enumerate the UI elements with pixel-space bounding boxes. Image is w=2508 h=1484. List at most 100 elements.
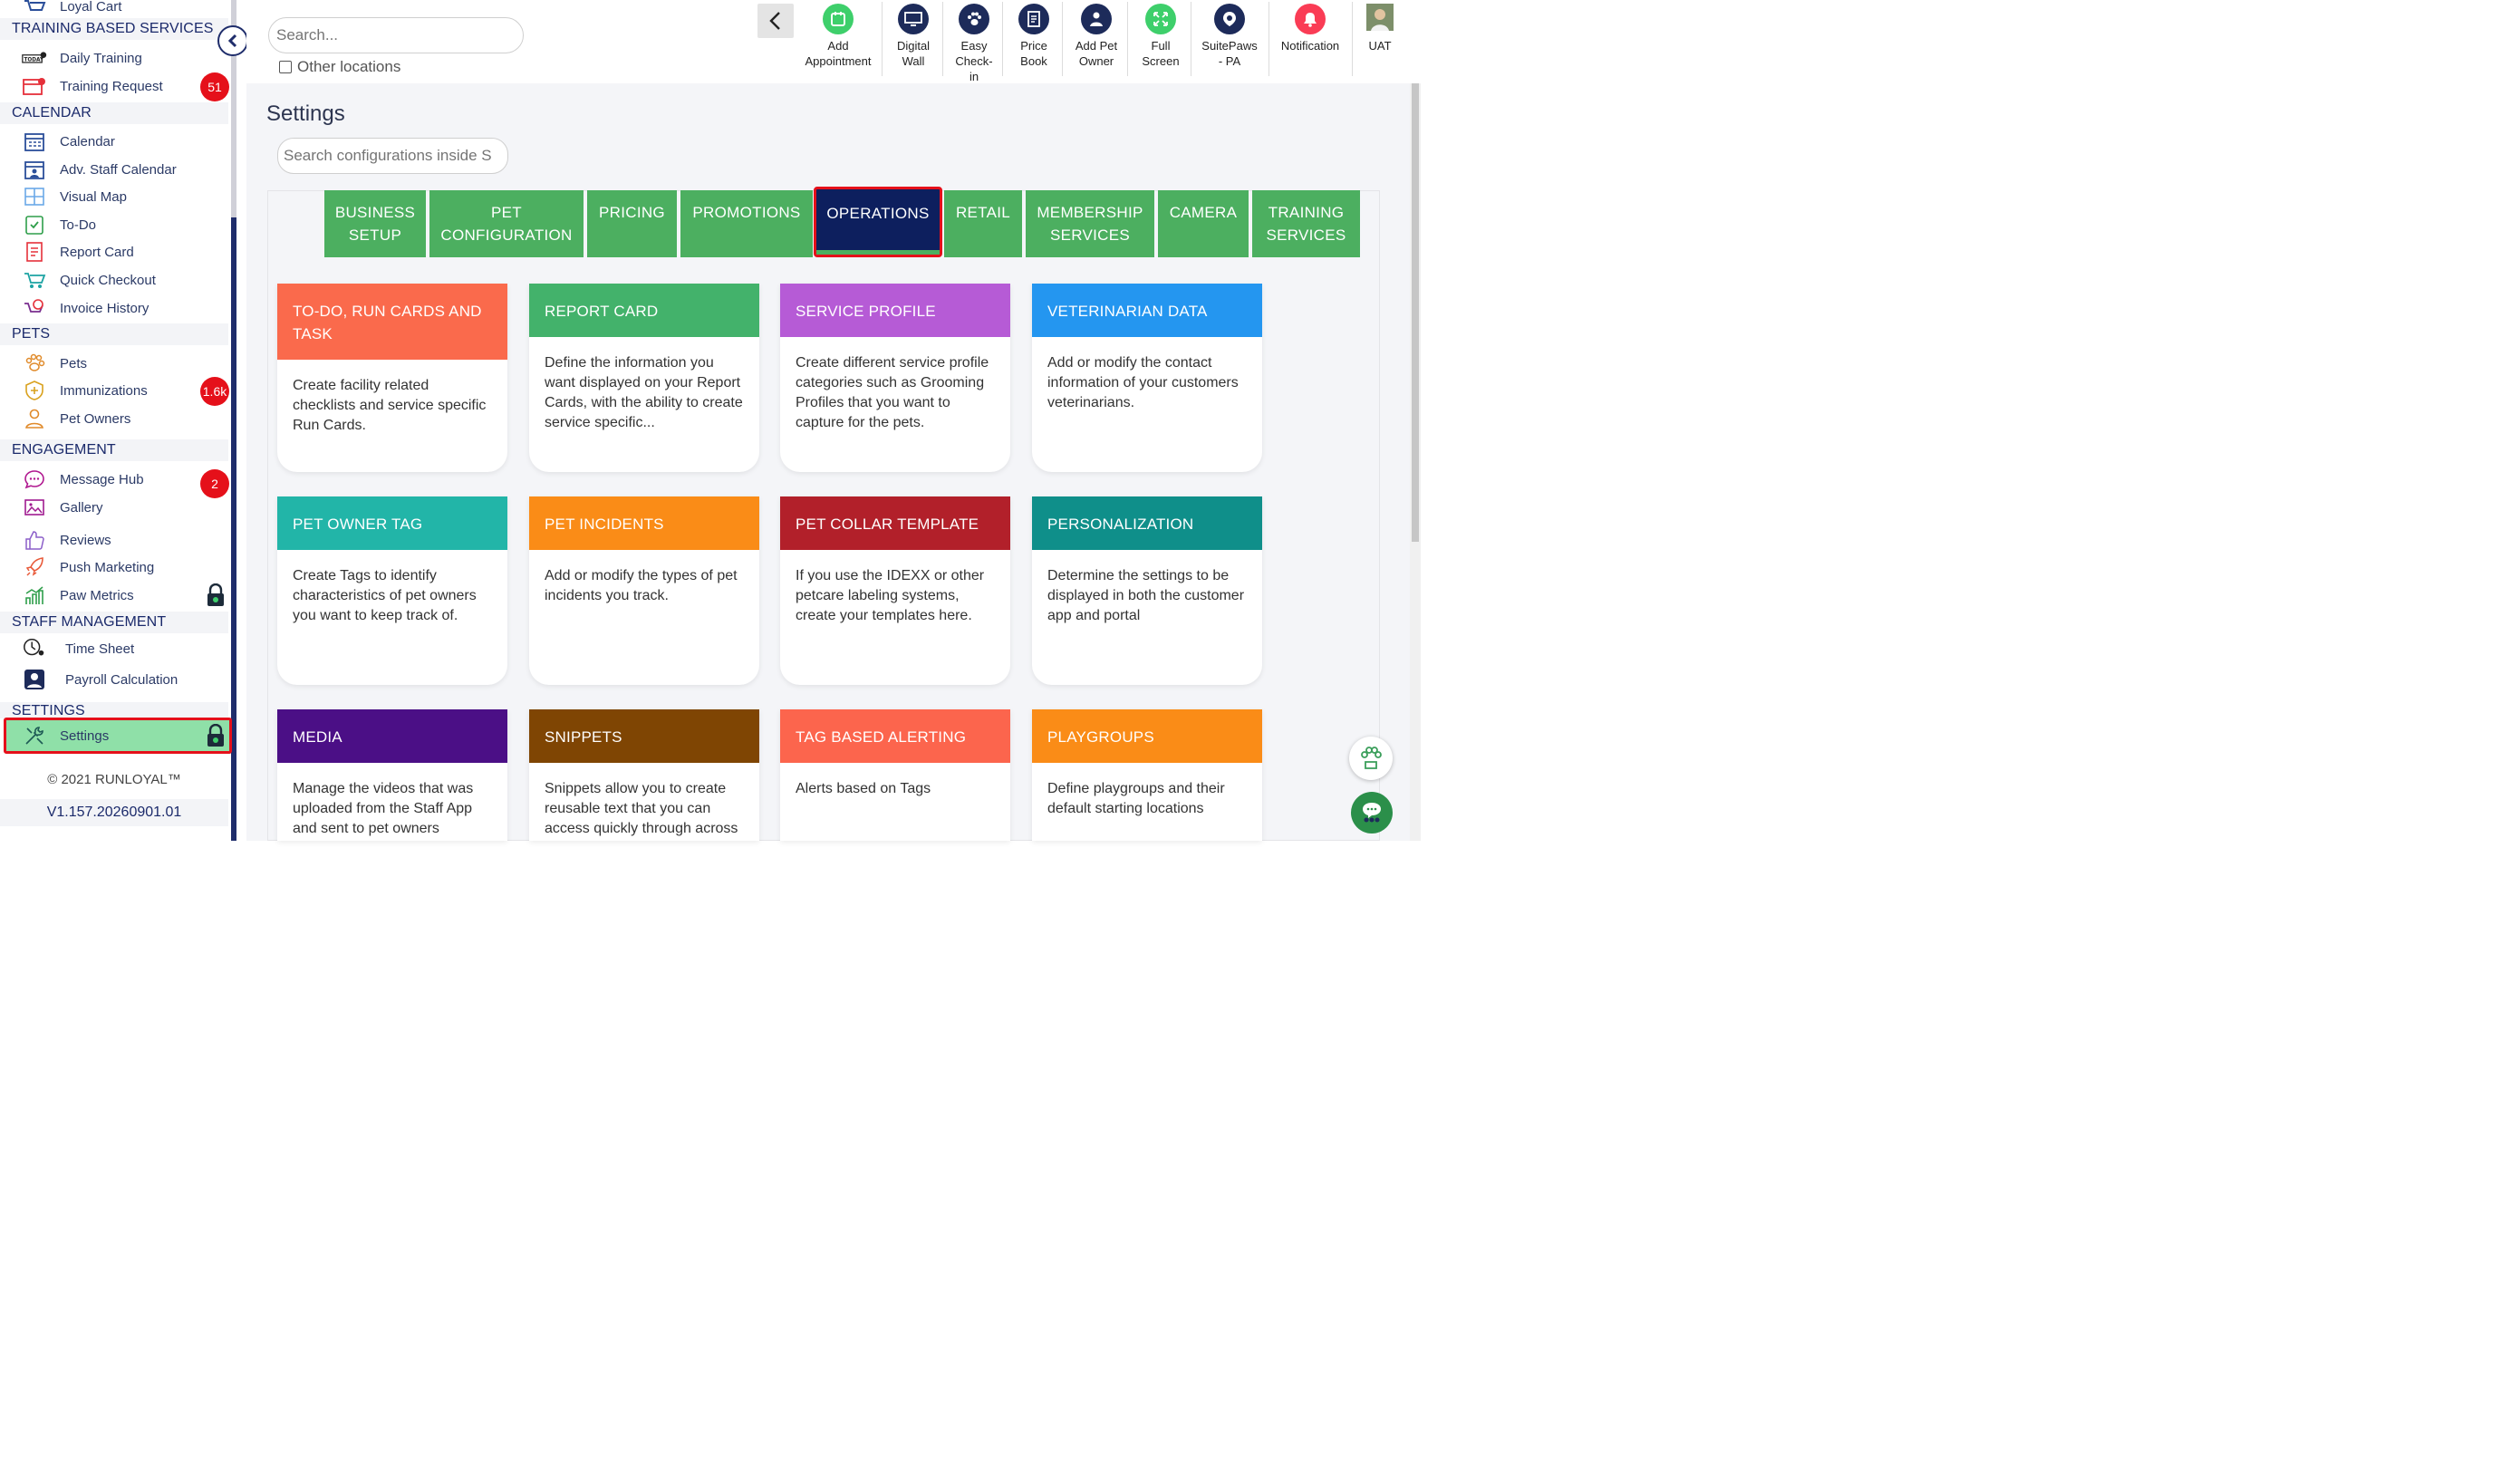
sidebar-item-label: Time Sheet [65,641,135,657]
sidebar-item-calendar[interactable]: Calendar [0,128,228,155]
sidebar-section-staff: STAFF MANAGEMENT [0,612,228,633]
user-profile-button[interactable]: UAT [1361,4,1399,53]
page-title: Settings [266,101,345,126]
chevron-left-icon [769,12,780,30]
paw-icon [22,352,47,374]
sidebar-item-message-hub[interactable]: Message Hub [0,466,228,493]
sidebar-item-label: Loyal Cart [60,0,122,14]
sidebar-item-todo[interactable]: To-Do [0,211,228,238]
sidebar-item-label: Reviews [60,532,111,548]
digital-wall-button[interactable]: Digital Wall [890,4,937,69]
expand-icon [1145,4,1176,34]
tab-pet-configuration[interactable]: PET CONFIGURATION [429,190,584,257]
sidebar-scroll-thumb[interactable] [231,0,236,217]
sidebar-item-training-request[interactable]: Training Request [0,72,228,100]
card-veterinarian-data[interactable]: VETERINARIAN DATA Add or modify the cont… [1032,284,1262,472]
sidebar-item-visual-map[interactable]: Visual Map [0,183,228,210]
sidebar-item-gallery[interactable]: Gallery [0,494,228,521]
sidebar-item-settings[interactable]: Settings [0,722,228,749]
label-line-2: Wall [902,54,925,68]
suitepaws-button[interactable]: SuitePaws - PA [1198,4,1261,69]
global-search-input[interactable] [268,17,524,53]
card-header: TAG BASED ALERTING [780,709,1010,763]
monitor-icon [898,4,929,34]
full-screen-button[interactable]: Full Screen [1138,4,1183,69]
other-locations-checkbox[interactable]: Other locations [279,58,400,76]
sidebar-item-push-marketing[interactable]: Push Marketing [0,554,228,581]
sidebar-item-adv-staff-calendar[interactable]: Adv. Staff Calendar [0,156,228,183]
sidebar-item-quick-checkout[interactable]: Quick Checkout [0,266,228,294]
label-line-2: Check- [955,54,993,68]
card-header: PLAYGROUPS [1032,709,1262,763]
tab-pricing[interactable]: PRICING [587,190,677,257]
staff-calendar-icon [22,159,47,180]
scrollbar-thumb[interactable] [1412,83,1419,542]
back-button[interactable] [757,4,794,38]
sidebar-item-report-card[interactable]: Report Card [0,238,228,265]
tab-business-setup[interactable]: BUSINESS SETUP [324,190,426,257]
card-media[interactable]: MEDIA Manage the videos that was uploade… [277,709,507,841]
price-book-button[interactable]: Price Book [1011,4,1056,69]
card-snippets[interactable]: SNIPPETS Snippets allow you to create re… [529,709,759,841]
tab-camera[interactable]: CAMERA [1158,190,1249,257]
immunizations-badge: 1.6k [200,377,229,406]
tab-label: RETAIL [955,204,1011,221]
paw-icon [959,4,989,34]
tab-label: CAMERA [1169,204,1238,221]
sidebar-item-loyal-cart[interactable]: Loyal Cart [0,0,228,20]
tab-label-line-1: BUSINESS [334,204,416,221]
tab-membership-services[interactable]: MEMBERSHIP SERVICES [1026,190,1154,257]
sidebar-item-reviews[interactable]: Reviews [0,526,228,554]
card-playgroups[interactable]: PLAYGROUPS Define playgroups and their d… [1032,709,1262,841]
sidebar-item-immunizations[interactable]: Immunizations [0,377,228,404]
sidebar-item-invoice-history[interactable]: Invoice History [0,294,228,322]
card-title: PERSONALIZATION [1047,516,1194,533]
card-title: SERVICE PROFILE [796,303,936,320]
label-line-2: Book [1020,54,1047,68]
label-line-2: Screen [1142,54,1180,68]
paw-floating-button[interactable] [1349,737,1393,780]
card-tag-based-alerting[interactable]: TAG BASED ALERTING Alerts based on Tags [780,709,1010,841]
card-pet-owner-tag[interactable]: PET OWNER TAG Create Tags to identify ch… [277,496,507,685]
card-report-card[interactable]: REPORT CARD Define the information you w… [529,284,759,472]
sidebar-collapse-button[interactable] [217,25,248,56]
sidebar-item-time-sheet[interactable]: Time Sheet [0,635,228,662]
sidebar-section-training: TRAINING BASED SERVICES [0,18,228,40]
card-pet-incidents[interactable]: PET INCIDENTS Add or modify the types of… [529,496,759,685]
tab-training-services[interactable]: TRAINING SERVICES [1252,190,1360,257]
sidebar-item-paw-metrics[interactable]: Paw Metrics [0,582,228,609]
card-personalization[interactable]: PERSONALIZATION Determine the settings t… [1032,496,1262,685]
card-title: REPORT CARD [545,303,659,320]
chat-support-button[interactable] [1351,792,1393,834]
easy-checkin-button[interactable]: Easy Check- in [951,4,997,84]
add-appointment-button[interactable]: Add Appointment [801,4,875,69]
add-pet-owner-button[interactable]: Add Pet Owner [1071,4,1122,69]
tab-promotions[interactable]: PROMOTIONS [680,190,813,257]
card-description: Define the information you want displaye… [545,355,743,430]
label-line-1: SuitePaws [1201,39,1258,53]
payroll-icon [22,669,47,690]
sidebar-item-pet-owners[interactable]: Pet Owners [0,405,228,432]
tab-operations[interactable]: OPERATIONS [814,187,942,257]
sidebar-item-label: Payroll Calculation [65,671,178,688]
invoice-history-icon [22,297,47,319]
checkbox[interactable] [279,61,292,73]
card-title: PET INCIDENTS [545,516,664,533]
main-scrollbar[interactable] [1410,83,1421,841]
sidebar-item-payroll-calculation[interactable]: Payroll Calculation [0,666,228,693]
tab-label-line-1: MEMBERSHIP [1037,204,1143,221]
card-service-profile[interactable]: SERVICE PROFILE Create different service… [780,284,1010,472]
other-locations-label: Other locations [297,58,401,75]
label-line-2: - PA [1218,54,1241,68]
sidebar-item-pets[interactable]: Pets [0,350,228,377]
sidebar-item-daily-training[interactable]: TODAY Daily Training [0,44,228,72]
card-todo-run-cards[interactable]: TO-DO, RUN CARDS AND TASK Create facilit… [277,284,507,472]
card-pet-collar-template[interactable]: PET COLLAR TEMPLATE If you use the IDEXX… [780,496,1010,685]
label-line-3: in [969,70,979,83]
notification-button[interactable]: Notification [1276,4,1345,53]
card-description: Determine the settings to be displayed i… [1047,568,1245,623]
chat-icon [22,468,47,490]
config-search-input[interactable] [277,138,508,174]
tab-active-indicator [816,250,940,255]
tab-retail[interactable]: RETAIL [944,190,1022,257]
